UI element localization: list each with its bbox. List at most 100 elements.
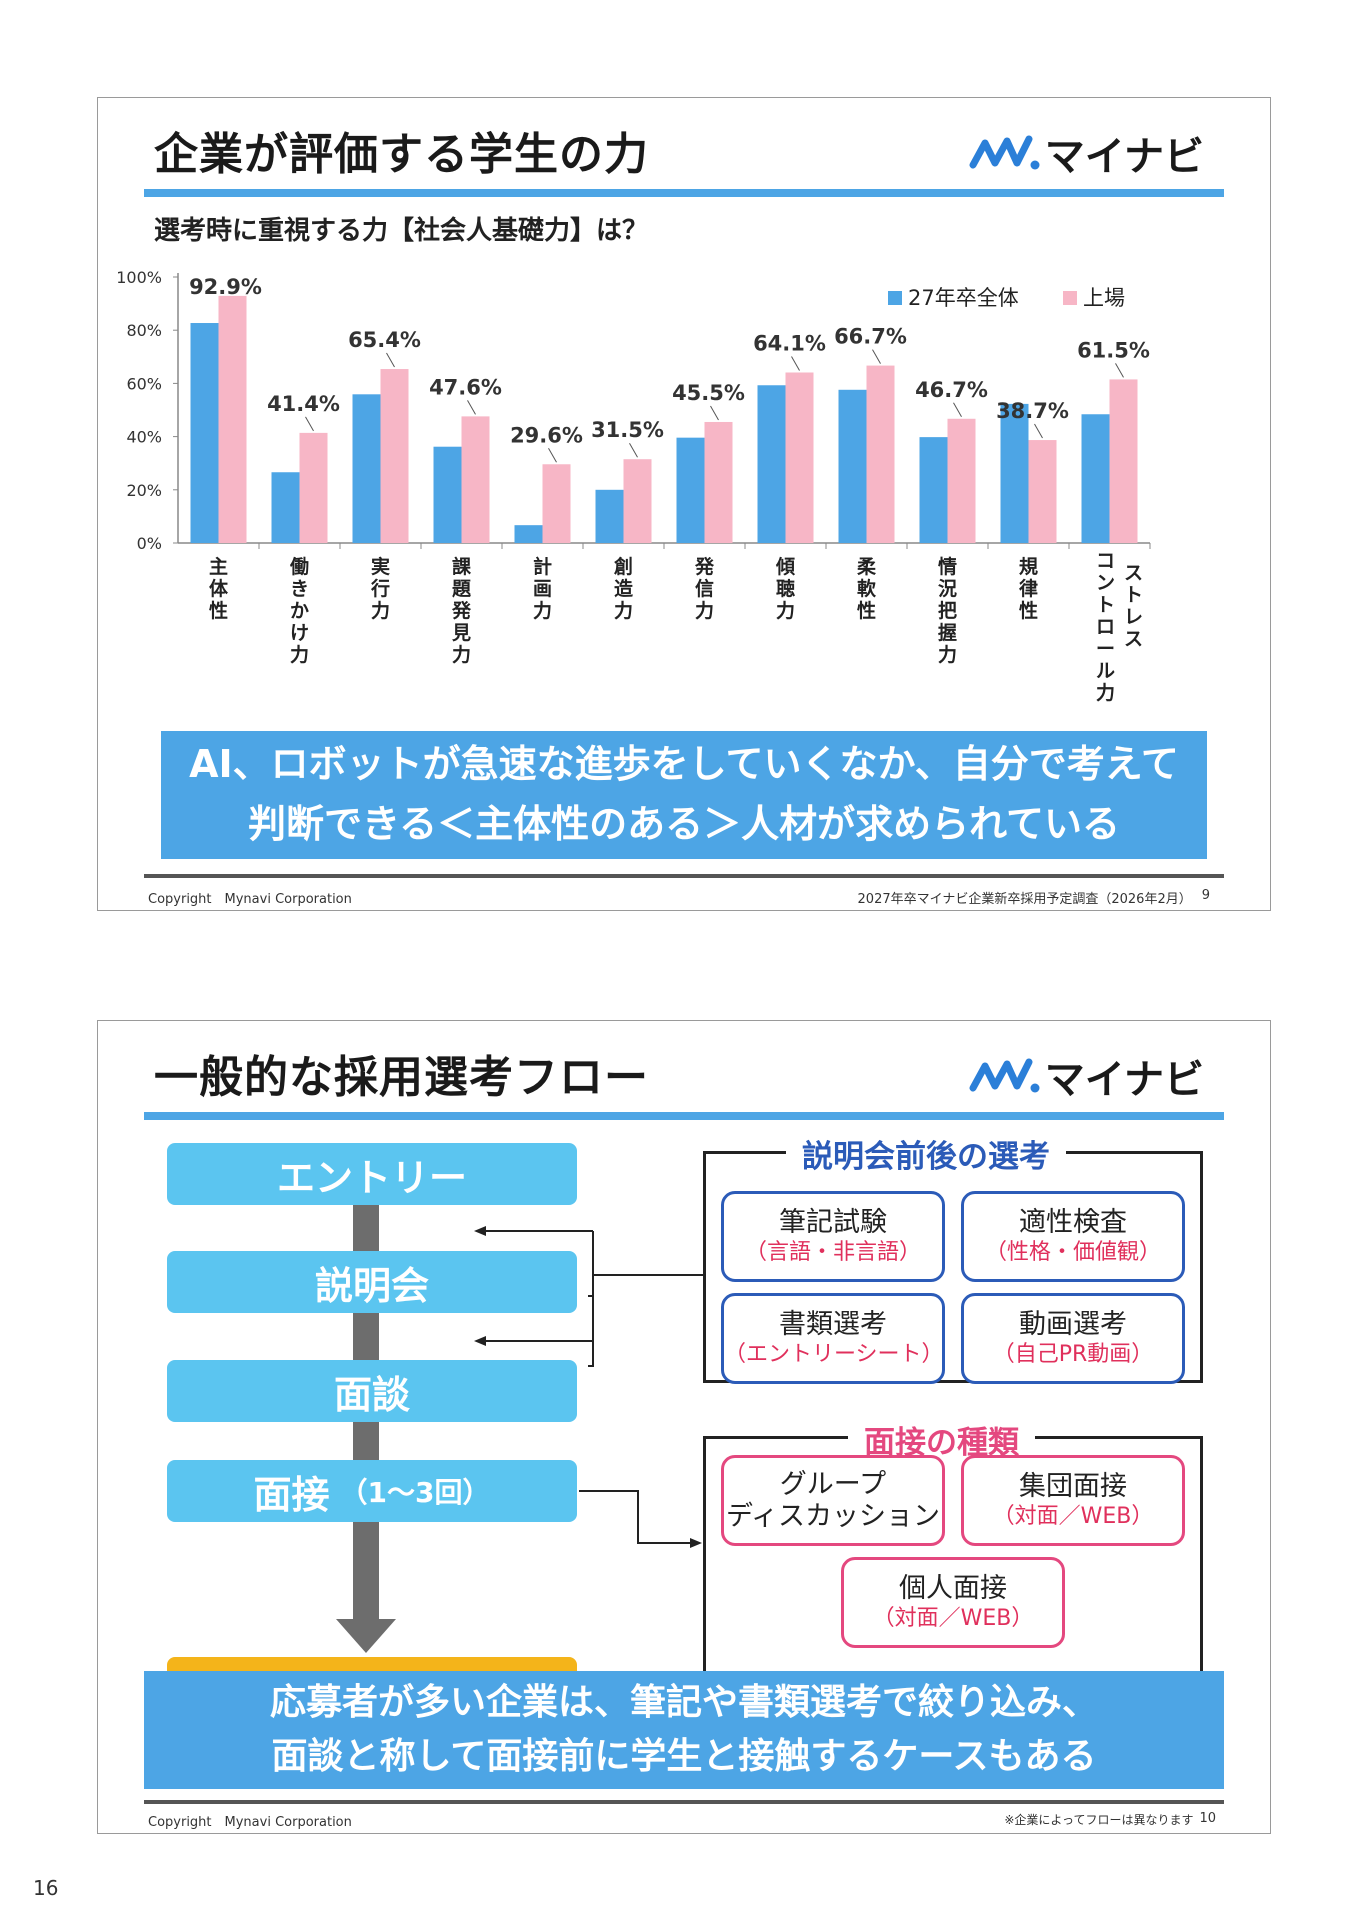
flow-step-interview: 面接 （1～3回） bbox=[167, 1460, 577, 1522]
mynavi-logo-text: マイナビ bbox=[1044, 1057, 1204, 1103]
category-label-char: 握 bbox=[938, 621, 957, 644]
arrow-left-icon bbox=[474, 1226, 486, 1236]
bar-overall bbox=[1081, 414, 1110, 543]
footer-rule bbox=[144, 1800, 1224, 1804]
data-label-leader bbox=[1115, 363, 1124, 378]
data-label-leader bbox=[467, 400, 476, 415]
bar-overall bbox=[838, 389, 867, 543]
category-label-char: 力 bbox=[1096, 681, 1115, 704]
card-document-screening: 書類選考 （エントリーシート） bbox=[721, 1293, 945, 1384]
bar-listed bbox=[380, 369, 409, 543]
category-label-char: 力 bbox=[614, 599, 633, 622]
slide2-footer-right: ※企業によってフローは異なります 10 bbox=[1004, 1811, 1216, 1828]
card-sub: （対面／WEB） bbox=[872, 1605, 1034, 1631]
mynavi-logo-mark-icon bbox=[969, 135, 1040, 170]
category-label-char: ン bbox=[1096, 572, 1115, 594]
card-title: 個人面接 bbox=[899, 1572, 1007, 1604]
slide-number: 10 bbox=[1199, 1811, 1216, 1826]
category-label-char: 規 bbox=[1019, 556, 1038, 578]
category-label-char: ト bbox=[1096, 594, 1115, 616]
flow-step-entry: エントリー bbox=[167, 1143, 577, 1205]
bar-listed bbox=[1109, 379, 1138, 543]
card-written-test: 筆記試験 （言語・非言語） bbox=[721, 1191, 945, 1282]
category-label-char: 性 bbox=[857, 599, 876, 622]
mynavi-logo-mark-icon bbox=[969, 1058, 1040, 1093]
category-label-char: 力 bbox=[371, 599, 390, 622]
category-label-char: ロ bbox=[1096, 616, 1115, 638]
bar-overall bbox=[919, 437, 948, 543]
slide2-banner: 応募者が多い企業は、筆記や書類選考で絞り込み、 面談と称して面接前に学生と接触す… bbox=[144, 1671, 1224, 1789]
data-label: 29.6% bbox=[510, 423, 583, 447]
mynavi-logo: マイナビ bbox=[969, 124, 1204, 182]
data-label-leader bbox=[791, 356, 800, 371]
interview-link bbox=[579, 1490, 692, 1544]
category-label-char: 況 bbox=[938, 577, 957, 600]
arrow-right-icon bbox=[690, 1538, 702, 1548]
slide-number: 9 bbox=[1201, 888, 1210, 903]
flow-step-label: エントリー bbox=[276, 1155, 467, 1200]
title-rule bbox=[144, 189, 1224, 197]
category-label-char: 力 bbox=[452, 643, 471, 666]
category-label-char: 力 bbox=[776, 599, 795, 622]
category-label-char: ス bbox=[1124, 628, 1143, 650]
slide2-title: 一般的な採用選考フロー bbox=[154, 1052, 649, 1103]
data-label: 92.9% bbox=[189, 275, 262, 299]
slide-skills: 企業が評価する学生の力 マイナビ 選考時に重視する力【社会人基礎力】は？ 0% 2… bbox=[97, 97, 1271, 911]
category-label-char: 発 bbox=[694, 555, 715, 578]
bar-listed bbox=[947, 418, 976, 543]
category-label-char: ト bbox=[1124, 584, 1143, 606]
category-label-char: 力 bbox=[290, 643, 309, 666]
bar-listed bbox=[299, 432, 328, 543]
y-tick-label: 60% bbox=[126, 374, 162, 393]
category-label-char: 力 bbox=[938, 643, 957, 666]
category-label-char: ス bbox=[1124, 562, 1143, 584]
flow-step-label: 説明会 bbox=[314, 1263, 429, 1308]
bar-listed bbox=[866, 365, 895, 543]
slide1-banner-line2: 判断できる＜主体性のある＞人材が求められている bbox=[247, 802, 1121, 846]
legend-swatch bbox=[888, 291, 902, 305]
data-label-leader bbox=[953, 402, 962, 418]
card-title: 適性検査 bbox=[1019, 1206, 1127, 1238]
data-label: 46.7% bbox=[915, 378, 988, 402]
category-label-char: 力 bbox=[533, 599, 552, 622]
flow-step-sub: （1～3回） bbox=[339, 1476, 491, 1509]
copyright: Copyright Mynavi Corporation bbox=[148, 1815, 352, 1830]
arrow-left-icon bbox=[474, 1336, 486, 1346]
flow-step-meeting: 面談 bbox=[167, 1360, 577, 1422]
card-title-line2: ディスカッション bbox=[725, 1500, 941, 1532]
bar-overall bbox=[757, 385, 786, 543]
category-label-char: け bbox=[290, 622, 309, 644]
data-label: 64.1% bbox=[753, 331, 826, 355]
card-individual-interview: 個人面接 （対面／WEB） bbox=[841, 1557, 1065, 1648]
data-label: 47.6% bbox=[429, 375, 502, 399]
legend-swatch bbox=[1063, 291, 1077, 305]
slide2-banner-line2: 面談と称して面接前に学生と接触するケースもある bbox=[271, 1736, 1097, 1777]
category-label-char: 主 bbox=[209, 556, 228, 578]
card-video-screening: 動画選考 （自己PR動画） bbox=[961, 1293, 1185, 1384]
slide2-banner-line1: 応募者が多い企業は、筆記や書類選考で絞り込み、 bbox=[269, 1682, 1098, 1723]
category-label-char: 信 bbox=[695, 577, 714, 600]
card-sub: （エントリーシート） bbox=[724, 1341, 944, 1367]
bar-overall bbox=[1000, 403, 1029, 543]
data-label: 61.5% bbox=[1077, 338, 1150, 362]
y-tick-label: 100% bbox=[116, 268, 162, 287]
card-aptitude-test: 適性検査 （性格・価値観） bbox=[961, 1191, 1185, 1282]
bar-overall bbox=[271, 472, 300, 543]
flow-note: ※企業によってフローは異なります bbox=[1004, 1813, 1194, 1827]
slide-selection-flow: 一般的な採用選考フロー マイナビ エントリー 説明会 面談 面接 （1～3回） bbox=[97, 1020, 1271, 1834]
category-label-char: き bbox=[290, 578, 309, 600]
data-label-leader bbox=[1034, 423, 1043, 439]
data-label: 38.7% bbox=[996, 399, 1069, 423]
skills-bar-chart: 0%20%40%60%80%100% 92.9%主体性41.4%働きかけ力65.4… bbox=[116, 268, 1151, 704]
bar-overall bbox=[190, 323, 219, 543]
legend-label: 27年卒全体 bbox=[908, 286, 1019, 310]
y-tick-label: 20% bbox=[126, 481, 162, 500]
data-label-leader bbox=[872, 349, 881, 364]
bar-listed bbox=[542, 464, 571, 543]
survey-source: 2027年卒マイナビ企業新卒採用予定調査（2026年2月） bbox=[857, 892, 1192, 907]
category-label-char: 創 bbox=[614, 555, 633, 578]
bar-overall bbox=[595, 489, 624, 543]
category-label-char: 柔 bbox=[857, 556, 877, 578]
card-sub: （対面／WEB） bbox=[992, 1503, 1154, 1529]
bar-overall bbox=[676, 437, 705, 543]
